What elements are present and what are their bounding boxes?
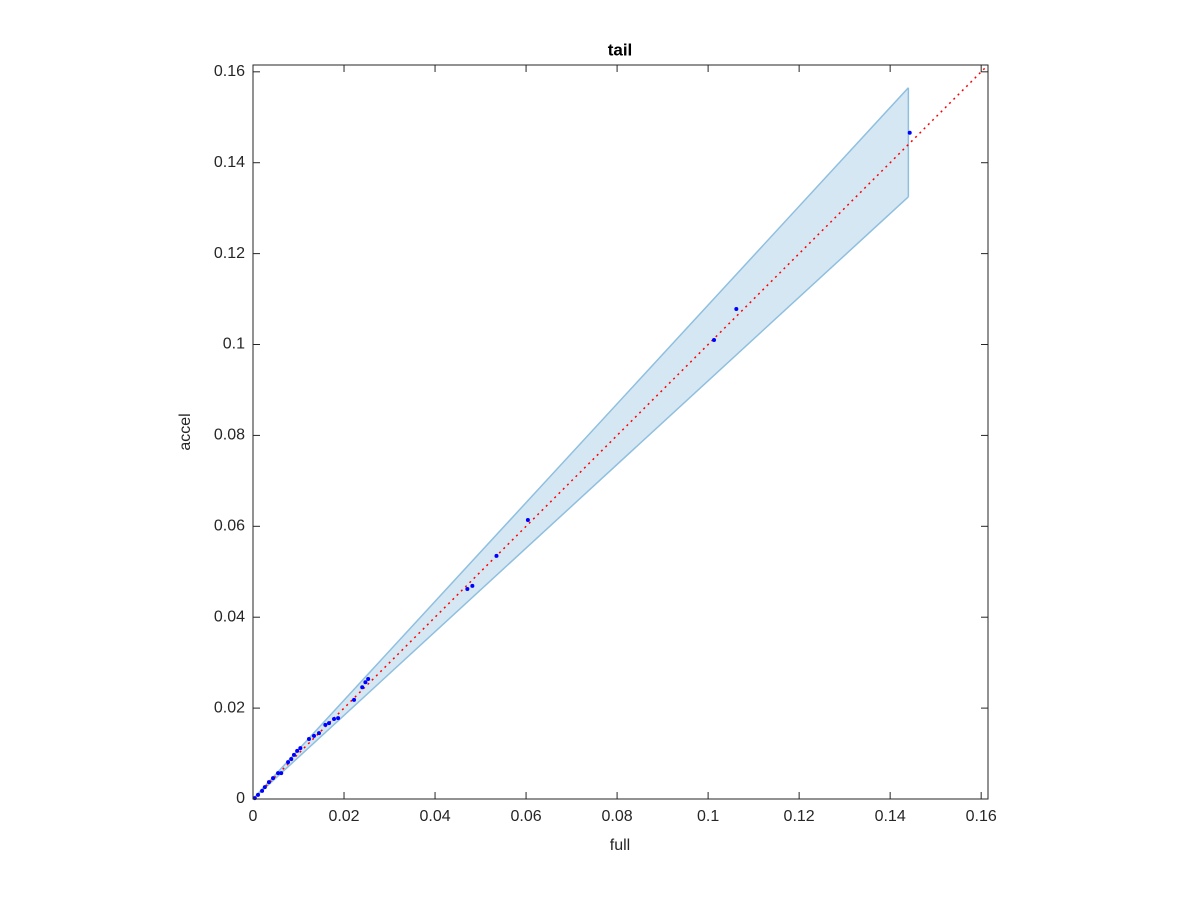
point (470, 583, 475, 588)
y-tick-label: 0.16 (214, 63, 245, 80)
y-axis-label: accel (177, 413, 194, 450)
point (323, 722, 328, 727)
x-tick-label: 0.12 (784, 808, 815, 825)
point (291, 752, 296, 757)
band-upper (252, 87, 909, 800)
point (295, 748, 300, 753)
x-tick-label: 0.14 (875, 808, 906, 825)
point (262, 785, 267, 790)
y-tick-label: 0.14 (214, 154, 245, 171)
point (276, 771, 281, 776)
point (366, 677, 371, 682)
point (363, 680, 368, 685)
y-tick-label: 0.04 (214, 608, 245, 625)
point (289, 757, 294, 762)
x-tick-label: 0.08 (602, 808, 633, 825)
band-lower (252, 196, 909, 800)
x-tick-label: 0.02 (328, 808, 359, 825)
y-tick-label: 0.12 (214, 245, 245, 262)
point (712, 337, 717, 342)
x-tick-label: 0.1 (697, 808, 719, 825)
y-tick-label: 0.02 (214, 699, 245, 716)
point (298, 746, 303, 751)
x-axis-label: full (610, 837, 630, 854)
y-tick-label: 0.06 (214, 518, 245, 535)
point (256, 792, 261, 797)
chart-title: tail (608, 40, 633, 59)
x-tick-label: 0.06 (510, 808, 541, 825)
point (494, 553, 499, 558)
point (525, 517, 530, 522)
point (260, 788, 265, 793)
point (907, 130, 912, 135)
x-tick-label: 0.04 (419, 808, 450, 825)
point (327, 721, 332, 726)
point (316, 731, 321, 736)
axes-box (252, 64, 989, 800)
y-tick-label: 0.1 (223, 336, 245, 353)
x-tick-label: 0 (249, 808, 258, 825)
x-tick-label: 0.16 (966, 808, 997, 825)
point (465, 587, 470, 592)
point (360, 685, 365, 690)
point (286, 760, 291, 765)
point (266, 780, 271, 785)
y-tick-label: 0 (236, 790, 245, 807)
point (332, 717, 337, 722)
y-tick-label: 0.08 (214, 427, 245, 444)
point (352, 697, 357, 702)
point (336, 716, 341, 721)
point (734, 307, 739, 312)
reference-line (252, 64, 989, 800)
point (306, 737, 311, 742)
point (279, 771, 284, 776)
point (311, 733, 316, 738)
point (271, 776, 276, 781)
